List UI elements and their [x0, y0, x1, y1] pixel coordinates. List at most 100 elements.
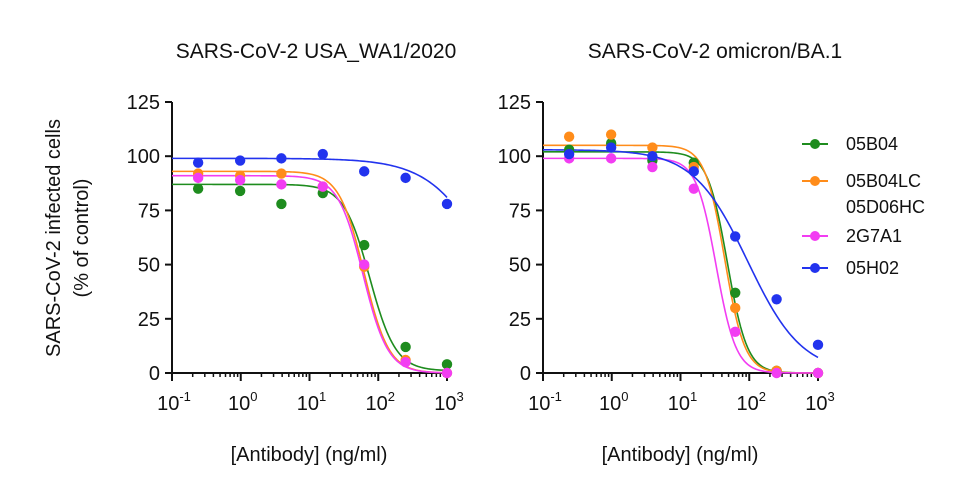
data-point-05b04lc-05d06hc	[647, 142, 658, 153]
data-point-2g7a1	[276, 179, 287, 190]
x-tick-label: 103	[434, 389, 463, 415]
data-point-05h02	[400, 172, 411, 184]
x-tick-exponent: 0	[250, 389, 257, 404]
y-tick-label: 75	[138, 200, 160, 222]
fit-curve-2g7a1	[543, 157, 818, 374]
data-points-wa1	[192, 148, 453, 379]
x-tick-label: 101	[668, 389, 697, 415]
data-point-05b04	[234, 185, 246, 197]
data-point-05b04	[276, 198, 287, 210]
data-point-2g7a1	[771, 367, 782, 379]
fit-curve-05h02	[172, 157, 448, 198]
data-point-2g7a1	[234, 174, 246, 186]
legend-item-05h02: 05H02	[802, 258, 899, 278]
x-tick-label: 10-1	[528, 389, 562, 415]
data-point-2g7a1	[688, 183, 699, 194]
x-tick-label: 102	[737, 389, 766, 415]
x-axis-label-wa1: [Antibody] (ng/ml)	[231, 444, 388, 466]
data-point-05h02	[812, 339, 824, 351]
x-tick-base: 10	[668, 393, 690, 415]
panel-title-wa1: SARS-CoV-2 USA_WA1/2020	[176, 40, 457, 63]
y-axis-label: SARS-CoV-2 infected cells (% of control)	[43, 119, 93, 357]
legend-item-2g7a1: 2G7A1	[802, 226, 902, 246]
x-tick-exponent: -1	[550, 389, 562, 404]
fit-curve-05h02	[542, 149, 819, 359]
y-tick-label: 100	[127, 146, 160, 168]
data-point-05h02	[276, 153, 287, 164]
x-tick-label: 103	[805, 389, 834, 415]
panel-wa1: SARS-CoV-2 USA_WA1/2020 025507510012510-…	[127, 40, 464, 466]
x-axis-label-ba1: [Antibody] (ng/ml)	[602, 444, 759, 466]
data-point-05b04	[359, 239, 370, 251]
data-point-05h02	[192, 157, 204, 168]
data-point-2g7a1	[359, 259, 370, 270]
x-tick-exponent: 3	[457, 389, 464, 404]
x-tick-label: 101	[297, 389, 326, 415]
x-tick-label: 102	[366, 389, 395, 415]
data-point-05h02	[771, 294, 782, 305]
data-point-2g7a1	[317, 181, 328, 192]
data-point-05h02	[441, 198, 453, 210]
data-point-05b04	[730, 287, 741, 298]
x-tick-base: 10	[528, 393, 550, 415]
y-tick-label: 125	[127, 92, 160, 114]
x-tick-base: 10	[434, 393, 456, 415]
data-point-2g7a1	[647, 161, 658, 173]
panel-ba1: SARS-CoV-2 omicron/BA.1 025507510012510-…	[498, 40, 843, 466]
x-tick-exponent: 2	[388, 389, 395, 404]
x-tick-label: 100	[599, 389, 628, 415]
x-tick-base: 10	[737, 393, 759, 415]
panel-title-ba1: SARS-CoV-2 omicron/BA.1	[588, 40, 842, 63]
x-tick-base: 10	[805, 393, 827, 415]
data-point-05b04lc-05d06hc	[276, 168, 287, 179]
legend-label-05d06hc: 05D06HC	[846, 197, 925, 217]
x-tick-base: 10	[599, 393, 621, 415]
data-point-2g7a1	[400, 356, 411, 368]
y-tick-label: 75	[509, 200, 531, 222]
x-tick-base: 10	[366, 393, 388, 415]
data-point-05b04	[192, 183, 204, 194]
fit-curve-05b04	[543, 151, 819, 374]
data-point-2g7a1	[730, 326, 741, 338]
x-tick-label: 100	[228, 389, 257, 415]
legend-label-05b04lc: 05B04LC	[846, 171, 921, 191]
y-tick-label: 0	[520, 363, 531, 385]
y-tick-label: 50	[138, 255, 160, 277]
data-point-2g7a1	[812, 367, 824, 379]
y-axis-label-line1: SARS-CoV-2 infected cells	[43, 119, 65, 357]
x-tick-label: 10-1	[157, 389, 191, 415]
data-point-05h02	[647, 151, 658, 162]
x-tick-base: 10	[157, 393, 179, 415]
data-point-05h02	[605, 142, 617, 153]
legend-marker-05h02	[810, 263, 820, 273]
data-point-05b04lc-05d06hc	[563, 131, 575, 142]
x-tick-exponent: -1	[179, 389, 191, 404]
x-tick-exponent: 0	[621, 389, 628, 404]
fit-curves-wa1	[172, 157, 448, 374]
data-point-05b04	[400, 341, 411, 353]
data-point-05b04lc-05d06hc	[605, 129, 617, 140]
y-tick-label: 125	[498, 92, 531, 114]
x-tick-base: 10	[228, 393, 250, 415]
x-tick-exponent: 3	[828, 389, 835, 404]
fit-curve-05b04lc-05d06hc	[543, 144, 818, 374]
legend-marker-05b04lc	[810, 176, 820, 186]
y-axis-label-line2: (% of control)	[71, 179, 93, 298]
legend-marker-2g7a1	[810, 231, 820, 241]
data-point-05b04	[441, 359, 453, 370]
data-point-05h02	[234, 155, 246, 166]
legend-label-2g7a1: 2G7A1	[846, 226, 902, 246]
legend-label-05h02: 05H02	[846, 258, 899, 278]
x-tick-base: 10	[297, 393, 319, 415]
data-point-05b04lc-05d06hc	[730, 302, 741, 314]
data-point-05h02	[317, 148, 328, 160]
data-point-05h02	[688, 166, 699, 177]
data-point-05h02	[730, 231, 741, 242]
fit-curve-05b04	[172, 183, 448, 372]
y-tick-label: 25	[509, 309, 531, 331]
y-tick-label: 0	[149, 363, 160, 385]
y-tick-label: 25	[138, 309, 160, 331]
data-points-ba1	[563, 129, 824, 379]
